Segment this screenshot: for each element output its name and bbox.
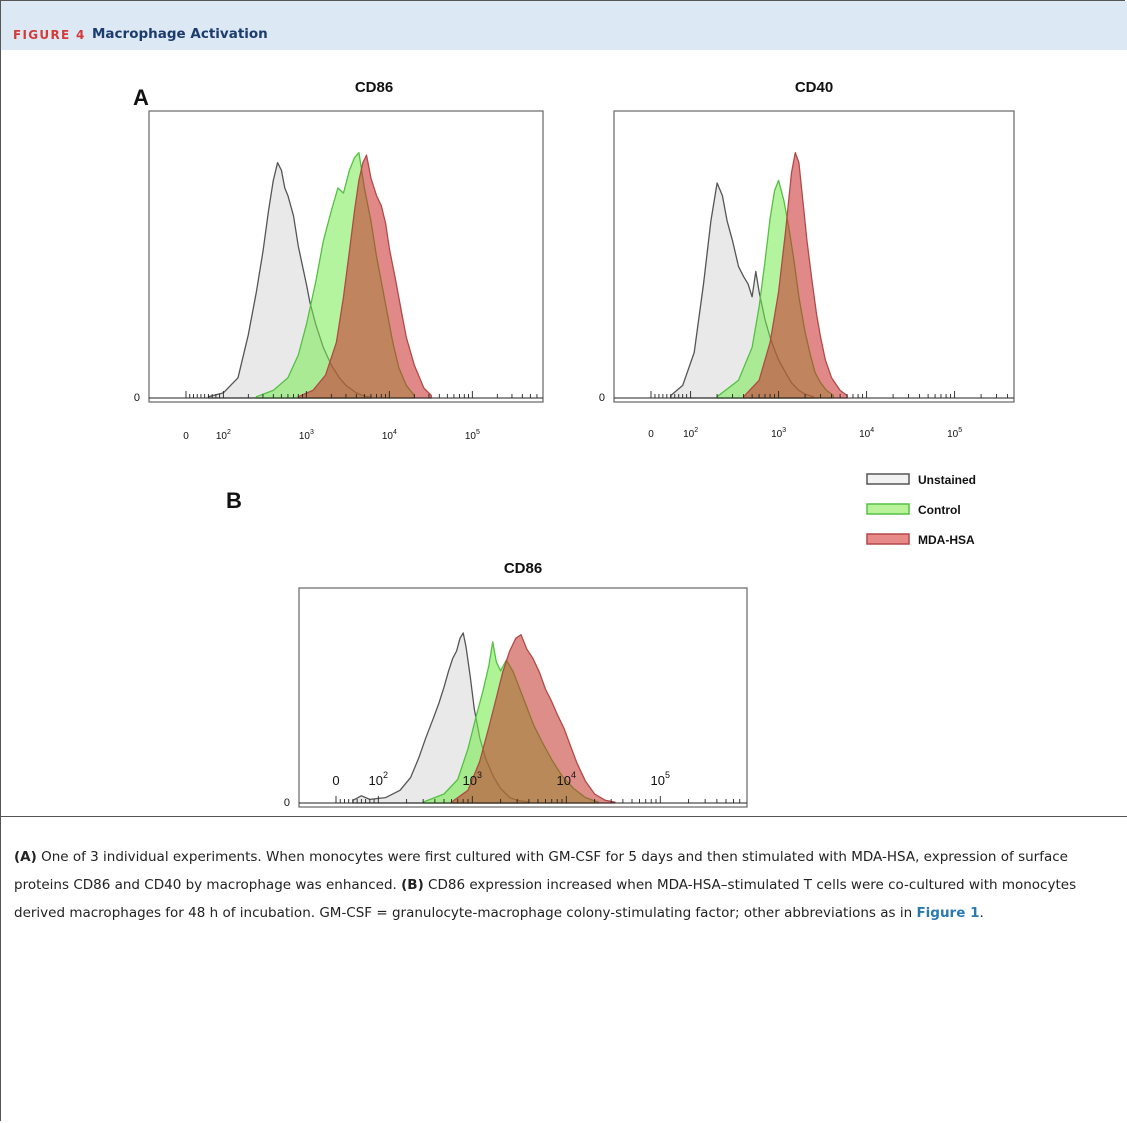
legend-label-control: Control: [918, 503, 961, 517]
x-tick-label-cd40-a: 102: [683, 427, 698, 440]
x-tick-label-cd40-a: 104: [859, 427, 874, 440]
x-tick-label-cd86-a: 104: [382, 429, 397, 442]
panel-b-label: B: [226, 488, 242, 513]
figure-header: [1, 1, 1127, 50]
x-tick-label-cd40-a: 103: [771, 427, 786, 440]
x-tick-label-cd86-b: 102: [369, 770, 388, 788]
figure-title: Macrophage Activation: [92, 26, 268, 42]
x-tick-label-cd86-a: 105: [465, 429, 480, 442]
figure-caption: (A) One of 3 individual experiments. Whe…: [14, 843, 1099, 927]
legend-swatch-control: [866, 503, 910, 515]
x-tick-label-cd86-a: 103: [299, 429, 314, 442]
legend: Unstained Control MDA-HSA: [866, 473, 976, 547]
figure-label: FIGURE 4: [13, 28, 86, 42]
x-axis-ticks-cd86-b: [299, 796, 747, 804]
caption-b-text: CD86 expression increased when MDA-HSA–s…: [14, 877, 1077, 921]
caption-b-label: (B): [401, 877, 424, 893]
cd40-panel-a-histogram: CD40 0 0 102 103 104 105: [599, 79, 1015, 440]
caption-end: .: [979, 905, 984, 921]
cd86-panel-b-histogram: CD86 0 0 102 103 104 105: [284, 560, 748, 809]
x-tick-label-cd86-b: 104: [557, 770, 576, 788]
chart-title-cd40-a: CD40: [795, 79, 833, 96]
y-tick-label-cd86-b: 0: [284, 797, 290, 809]
legend-label-mda-hsa: MDA-HSA: [918, 533, 975, 547]
x-tick-label-cd86-b: 103: [463, 770, 482, 788]
x-tick-label-cd86-a: 0: [183, 431, 189, 442]
figure-canvas: A B CD86 0 0 102 103 104 105 CD40 0 0 102 103 104 10…: [133, 79, 1015, 809]
caption-a-label: (A): [14, 849, 37, 865]
x-tick-label-cd40-a: 105: [947, 427, 962, 440]
x-tick-label-cd86-b: 0: [332, 773, 339, 788]
y-tick-label-cd40-a: 0: [599, 392, 605, 404]
y-tick-label-cd86-a: 0: [134, 392, 140, 404]
figure-1-link[interactable]: Figure 1: [916, 905, 980, 921]
caption-a-text: One of 3 individual experiments. When mo…: [14, 849, 1068, 893]
panel-a-label: A: [133, 85, 149, 110]
chart-title-cd86-b: CD86: [504, 560, 542, 577]
x-axis-ticks-cd40-a: [614, 391, 1014, 399]
series-mda-hsa-cd86-b: [450, 634, 616, 804]
x-tick-label-cd86-b: 105: [651, 770, 670, 788]
legend-label-unstained: Unstained: [918, 473, 976, 487]
caption-divider: [1, 816, 1127, 817]
x-tick-label-cd86-a: 102: [216, 429, 231, 442]
x-tick-label-cd40-a: 0: [648, 429, 654, 440]
series-mda-hsa-cd40-a: [742, 151, 848, 399]
chart-title-cd86-a: CD86: [355, 79, 393, 96]
legend-swatch-unstained: [866, 473, 910, 485]
x-axis-ticks-cd86-a: [149, 391, 543, 399]
series-mda-hsa-cd86-a: [297, 154, 432, 399]
legend-swatch-mda-hsa: [866, 533, 910, 545]
cd86-panel-a-histogram: CD86 0 0 102 103 104 105: [134, 79, 544, 442]
